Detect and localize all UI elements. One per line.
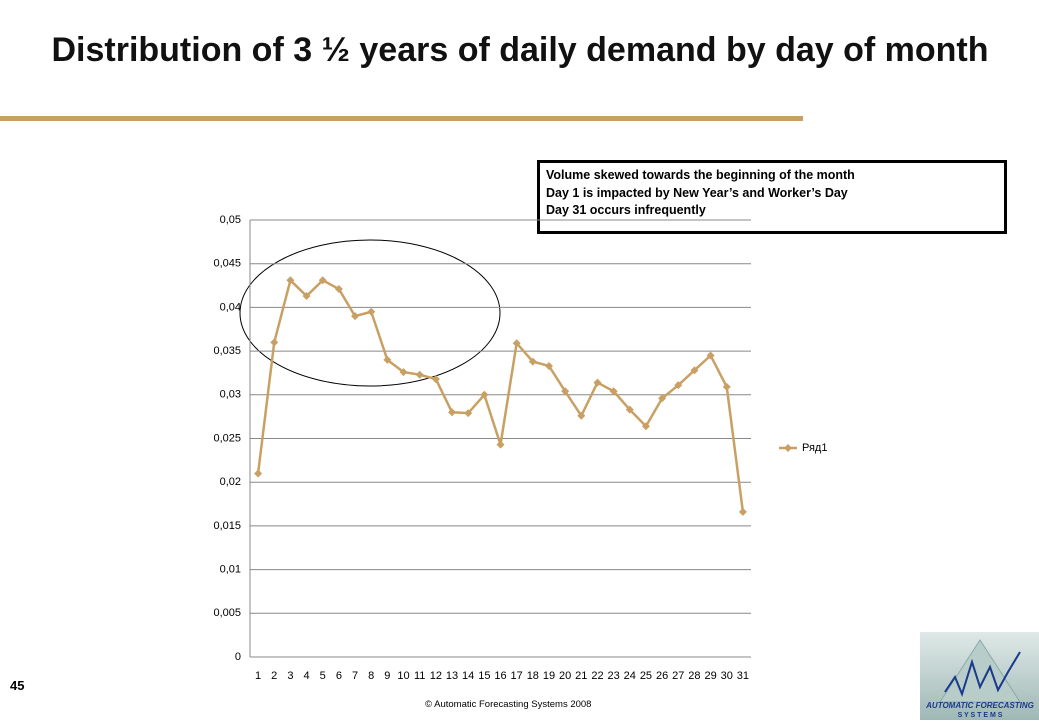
x-tick-label: 3 [287, 670, 293, 682]
y-tick-label: 0,04 [220, 301, 241, 313]
x-tick-label: 14 [462, 670, 474, 682]
footer: © Automatic Forecasting Systems 2008 [425, 699, 592, 710]
marker [658, 394, 667, 403]
x-tick-label: 21 [575, 670, 587, 682]
x-tick-label: 23 [608, 670, 620, 682]
x-tick-label: 25 [640, 670, 652, 682]
x-tick-label: 11 [414, 670, 425, 682]
page-number: 45 [10, 678, 25, 693]
y-tick-label: 0,045 [213, 258, 241, 270]
marker [464, 409, 473, 418]
series-line [256, 277, 745, 513]
logo-text: AUTOMATIC FORECASTING [925, 701, 1034, 710]
x-tick-label: 20 [559, 670, 571, 682]
marker [544, 361, 553, 370]
marker [722, 382, 731, 391]
marker [609, 387, 618, 396]
x-tick-label: 13 [446, 670, 458, 682]
x-tick-label: 24 [624, 670, 636, 682]
y-tick-label: 0,005 [213, 607, 241, 619]
marker [480, 390, 489, 399]
x-tick-label: 26 [656, 670, 668, 682]
marker [334, 285, 343, 294]
x-tick-label: 19 [543, 670, 555, 682]
marker [415, 370, 424, 379]
annotation-box: Volume skewed towards the beginning of t… [537, 160, 1007, 234]
x-tick-label: 22 [591, 670, 603, 682]
y-tick-label: 0,015 [213, 520, 241, 532]
x-tick-label: 15 [478, 670, 490, 682]
marker [286, 276, 295, 285]
y-tick-label: 0,035 [213, 345, 241, 357]
marker [512, 339, 521, 348]
marker [496, 440, 505, 449]
x-tick-label: 16 [494, 670, 506, 682]
marker [641, 422, 650, 431]
marker [448, 408, 457, 417]
marker [399, 368, 408, 377]
legend-marker [784, 444, 792, 452]
y-tick-label: 0 [235, 651, 241, 663]
x-tick-label: 18 [527, 670, 539, 682]
logo-text: S Y S T E M S [958, 712, 1003, 719]
marker [561, 387, 570, 396]
marker [254, 469, 263, 478]
annotation-line: Day 31 occurs infrequently [546, 203, 706, 217]
marker [383, 355, 392, 364]
x-tick-label: 7 [352, 670, 358, 682]
marker [738, 507, 747, 516]
marker [528, 357, 537, 366]
x-tick-label: 9 [384, 670, 390, 682]
x-tick-label: 5 [320, 670, 326, 682]
annotation-line: Day 1 is impacted by New Year’s and Work… [546, 185, 848, 200]
highlight-ellipse [239, 239, 501, 387]
marker [674, 381, 683, 390]
annotation-line: Volume skewed towards the beginning of t… [546, 168, 855, 182]
x-tick-label: 4 [304, 670, 310, 682]
x-tick-label: 1 [255, 670, 261, 682]
marker [706, 351, 715, 360]
x-tick-label: 6 [336, 670, 342, 682]
logo: AUTOMATIC FORECASTING S Y S T E M S [920, 632, 1039, 720]
x-tick-label: 29 [704, 670, 716, 682]
x-tick-label: 8 [368, 670, 374, 682]
legend-label: Ряд1 [802, 442, 827, 454]
marker [625, 405, 634, 414]
x-tick-label: 28 [688, 670, 700, 682]
marker [318, 276, 327, 285]
y-tick-label: 0,03 [220, 389, 241, 401]
y-tick-label: 0,02 [220, 476, 241, 488]
marker [367, 307, 376, 316]
y-tick-label: 0,01 [220, 564, 241, 576]
x-tick-label: 27 [672, 670, 684, 682]
marker [593, 378, 602, 387]
marker [351, 312, 360, 321]
title-rule [0, 116, 803, 121]
marker [270, 338, 279, 347]
marker [577, 411, 586, 420]
y-tick-label: 0,05 [220, 214, 241, 226]
x-tick-label: 17 [511, 670, 523, 682]
x-tick-label: 2 [271, 670, 277, 682]
marker [690, 366, 699, 375]
slide-title: Distribution of 3 ½ years of daily deman… [51, 31, 989, 69]
x-tick-label: 12 [430, 670, 442, 682]
x-tick-label: 30 [721, 670, 733, 682]
logo-art: AUTOMATIC FORECASTING S Y S T E M S [925, 639, 1034, 719]
marker [431, 375, 440, 384]
marker [302, 292, 311, 301]
x-tick-label: 10 [397, 670, 409, 682]
x-tick-label: 31 [737, 670, 749, 682]
y-tick-label: 0,025 [213, 432, 241, 444]
